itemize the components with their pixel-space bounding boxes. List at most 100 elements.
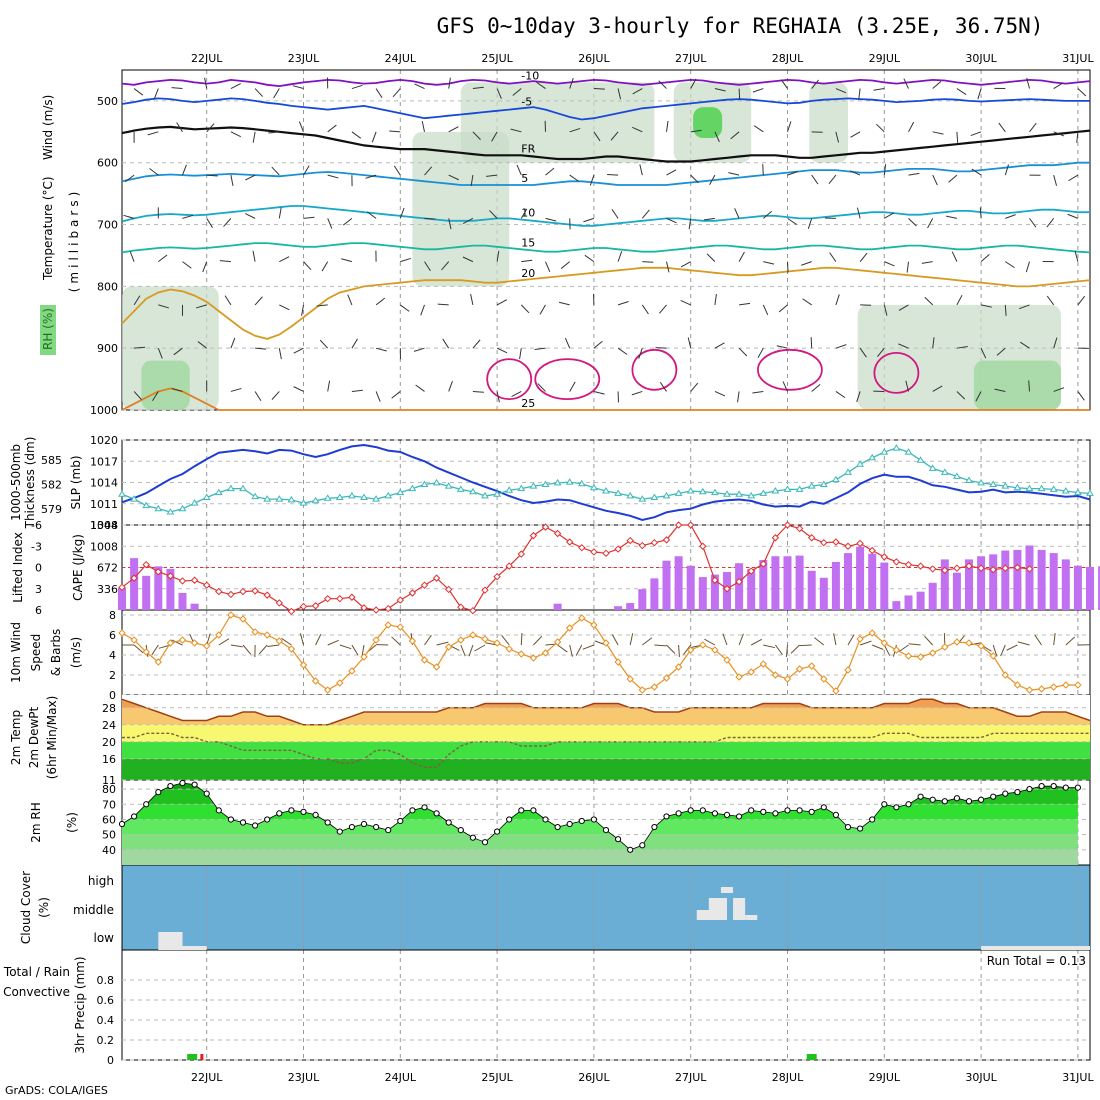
wind-tick: 0 — [109, 689, 116, 702]
wind-speed-marker — [578, 614, 586, 622]
wind-barb — [496, 250, 500, 262]
cape-bar — [674, 556, 683, 610]
precip-tick: 0.8 — [97, 974, 115, 987]
wind-barb — [632, 126, 643, 133]
wind-barb — [545, 261, 551, 272]
precip-tick: 0.6 — [97, 994, 115, 1007]
wind-barb — [752, 88, 764, 93]
lifted-marker — [190, 576, 199, 584]
cape-bar — [844, 553, 852, 610]
thickness-marker — [795, 485, 804, 492]
lifted-ylabel: Lifted Index — [11, 532, 25, 603]
lifted-marker — [638, 541, 647, 550]
rh-marker — [252, 822, 259, 829]
rh-marker — [554, 823, 561, 831]
temp-tick: 11 — [102, 774, 116, 787]
cape-bar — [710, 574, 719, 610]
wind-barb — [898, 304, 909, 311]
wind-barb — [351, 338, 358, 349]
wind-barb — [807, 218, 813, 229]
wind-barb-10m — [258, 644, 268, 655]
wind-barb — [856, 391, 861, 403]
lifted-marker — [1025, 565, 1034, 573]
wind-barb-10m — [460, 644, 466, 657]
top-day-label: 22JUL — [191, 52, 223, 65]
wind-barb-10m — [611, 634, 619, 646]
wind-speed-marker — [481, 635, 489, 643]
lifted-marker — [178, 577, 187, 585]
rh-patch — [412, 131, 510, 287]
rh-marker — [615, 836, 622, 843]
wind-barb — [975, 391, 982, 402]
cape-bar — [142, 575, 151, 610]
wind-barb-10m — [833, 633, 837, 646]
wind-barb — [545, 217, 557, 222]
wind-tick: 4 — [109, 649, 116, 662]
wind-barb — [158, 304, 170, 309]
wind-barb — [182, 164, 187, 176]
wind-barb — [730, 131, 740, 140]
wind-speed-marker — [723, 656, 731, 664]
isotherm-label: FR — [521, 142, 535, 155]
wind-barb-10m — [281, 637, 292, 646]
wind-speed-marker — [844, 666, 852, 674]
wind-tick: 6 — [109, 629, 116, 642]
wind-barb — [254, 391, 262, 402]
wind-barb-10m — [351, 644, 359, 656]
wind-barb — [835, 391, 846, 399]
wind-barb — [835, 131, 840, 143]
thickness-marker — [1074, 488, 1082, 496]
wind-barb — [811, 384, 821, 392]
wind-speed-marker — [904, 652, 913, 660]
wind-barb — [472, 339, 481, 349]
rh-marker — [832, 811, 840, 819]
wind-barb — [414, 83, 425, 89]
thickness-marker — [517, 484, 526, 492]
thickness-tick: 582 — [41, 479, 62, 492]
wind-barb — [375, 297, 386, 306]
wind-barb — [782, 381, 788, 392]
wind-label-part: 10m Wind — [9, 622, 23, 683]
thickness-marker — [928, 464, 937, 471]
wind-barb — [709, 174, 716, 185]
wind-barb — [293, 386, 304, 392]
wind-barb — [811, 174, 819, 185]
bottom-day-label: 31JUL — [1062, 1071, 1094, 1084]
thickness-marker — [965, 476, 973, 483]
wind-barb-10m — [1017, 641, 1030, 646]
lifted-marker — [602, 549, 610, 558]
lifted-marker — [795, 524, 804, 533]
isotherm-label: 25 — [521, 397, 535, 410]
wind-barb — [316, 304, 328, 307]
wind-barb — [539, 304, 546, 315]
convective-bar — [200, 1054, 204, 1060]
isotherm-label: -10 — [521, 69, 539, 82]
wind-barb — [472, 131, 481, 141]
wind-barb — [666, 120, 669, 132]
wind-barb — [496, 347, 508, 354]
lifted-marker — [142, 560, 150, 569]
lifted-label: Lifted Index — [11, 532, 25, 603]
rh-marker — [808, 808, 815, 815]
wind-barb — [1004, 304, 1007, 316]
top-day-label: 29JUL — [869, 52, 901, 65]
wind-speed-marker — [759, 660, 768, 668]
wind-barb — [351, 389, 363, 392]
wind-barb — [255, 347, 267, 350]
rh-marker — [784, 807, 791, 814]
lifted-marker — [251, 587, 259, 595]
temp-plot: 28 24 20 16 11 2m Temp 2m DewPt (6hr Min/Max) — [9, 695, 1091, 787]
wind-barb — [399, 207, 405, 219]
lifted-marker — [965, 562, 973, 570]
thickness-marker — [154, 504, 163, 512]
wind-barb — [133, 391, 142, 400]
wind-barb — [996, 347, 1006, 356]
wind-speed-marker — [771, 671, 780, 679]
lifted-marker — [118, 583, 126, 592]
top-day-label: 24JUL — [385, 52, 417, 65]
wind-speed-marker — [444, 643, 453, 651]
wind-barb — [737, 391, 740, 403]
wind-barb — [448, 218, 452, 230]
